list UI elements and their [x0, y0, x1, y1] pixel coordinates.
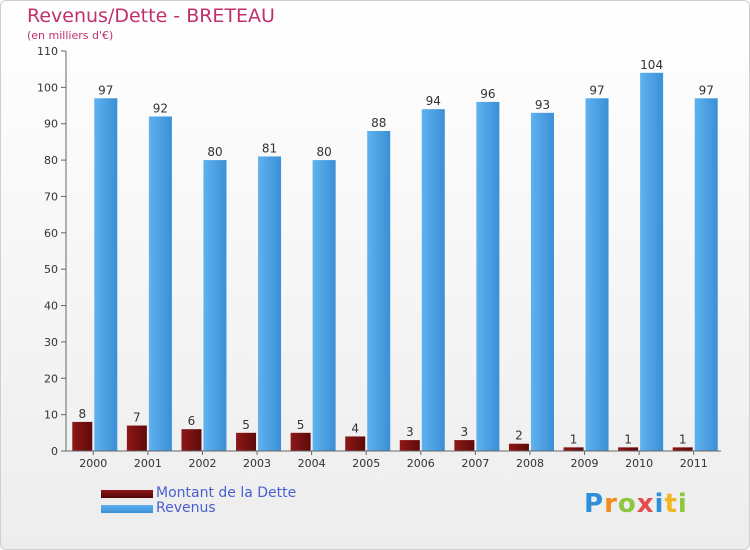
y-tick-label: 40: [44, 300, 58, 313]
logo-letter: t: [664, 489, 678, 519]
bar-dette-2006: [399, 440, 420, 451]
y-tick-label: 30: [44, 336, 58, 349]
data-label-revenus-2001: 92: [153, 101, 168, 115]
y-tick-label: 50: [44, 263, 58, 276]
logo-letter: r: [604, 489, 618, 519]
x-tick-label-2010: 2010: [625, 457, 653, 470]
data-label-dette-2000: 8: [78, 407, 86, 421]
x-tick-label-2002: 2002: [188, 457, 216, 470]
bar-dette-2011: [672, 447, 693, 451]
data-label-dette-2005: 4: [351, 421, 359, 435]
y-tick-label: 10: [44, 409, 58, 422]
data-label-revenus-2007: 96: [480, 87, 495, 101]
x-tick-label-2007: 2007: [461, 457, 489, 470]
data-label-dette-2010: 1: [624, 432, 632, 446]
data-label-dette-2001: 7: [133, 411, 141, 425]
logo-letter: o: [617, 489, 637, 519]
data-label-dette-2004: 5: [297, 418, 305, 432]
data-label-dette-2003: 5: [242, 418, 250, 432]
data-label-revenus-2005: 88: [371, 116, 386, 130]
chart-title: Revenus/Dette - BRETEAU: [27, 5, 275, 27]
x-tick-label-2001: 2001: [134, 457, 162, 470]
y-tick-label: 70: [44, 190, 58, 203]
data-label-revenus-2003: 81: [262, 141, 277, 155]
x-tick-label-2011: 2011: [680, 457, 708, 470]
data-label-dette-2008: 2: [515, 429, 523, 443]
bar-dette-2008: [508, 443, 529, 451]
bar-dette-2010: [618, 447, 639, 451]
data-label-revenus-2000: 97: [98, 83, 113, 97]
legend-label-dette: Montant de la Dette: [156, 485, 297, 501]
data-label-revenus-2002: 80: [207, 145, 222, 159]
data-label-revenus-2010: 104: [640, 58, 663, 72]
y-tick-label: 80: [44, 154, 58, 167]
bar-revenus-2002: [203, 160, 227, 451]
y-tick-label: 60: [44, 227, 58, 240]
data-label-revenus-2011: 97: [699, 83, 714, 97]
logo-letter: i: [677, 489, 688, 519]
bar-dette-2009: [563, 447, 584, 451]
data-label-revenus-2008: 93: [535, 98, 550, 112]
y-tick-label: 100: [37, 81, 58, 94]
logo-letter: P: [584, 489, 605, 519]
bar-dette-2003: [236, 432, 257, 451]
x-tick-label-2003: 2003: [243, 457, 271, 470]
data-label-revenus-2009: 97: [589, 83, 604, 97]
logo-letter: i: [654, 489, 665, 519]
data-label-dette-2009: 1: [570, 432, 578, 446]
bar-revenus-2001: [148, 116, 172, 452]
bar-revenus-2004: [312, 160, 336, 451]
bar-revenus-2011: [694, 98, 718, 451]
y-tick-label: 0: [51, 445, 58, 458]
x-tick-label-2000: 2000: [79, 457, 107, 470]
bar-dette-2001: [126, 425, 147, 451]
data-label-dette-2007: 3: [461, 425, 469, 439]
bar-dette-2000: [72, 421, 93, 451]
data-label-revenus-2004: 80: [316, 145, 331, 159]
data-label-dette-2011: 1: [679, 432, 687, 446]
bar-dette-2007: [454, 440, 475, 451]
bar-revenus-2010: [640, 72, 664, 452]
bar-revenus-2003: [258, 156, 282, 452]
legend-swatch-dette: [101, 490, 153, 498]
bar-revenus-2006: [421, 109, 445, 451]
data-label-dette-2002: 6: [188, 414, 196, 428]
x-tick-label-2005: 2005: [352, 457, 380, 470]
proxiti-logo: Proxiti: [584, 489, 688, 519]
x-tick-label-2006: 2006: [407, 457, 435, 470]
bar-dette-2005: [345, 436, 366, 451]
bar-revenus-2000: [94, 98, 118, 451]
bar-revenus-2007: [476, 101, 500, 451]
x-tick-label-2009: 2009: [571, 457, 599, 470]
bar-revenus-2005: [367, 131, 391, 451]
chart-subtitle: (en milliers d'€): [27, 29, 114, 42]
bar-revenus-2009: [585, 98, 609, 451]
x-tick-label-2008: 2008: [516, 457, 544, 470]
x-tick-label-2004: 2004: [298, 457, 326, 470]
y-tick-label: 110: [37, 45, 58, 58]
data-label-dette-2006: 3: [406, 425, 414, 439]
bar-revenus-2008: [530, 112, 554, 452]
bar-dette-2002: [181, 429, 202, 451]
legend-label-revenus: Revenus: [156, 500, 216, 516]
legend-swatch-revenus: [101, 505, 153, 513]
logo-letter: x: [636, 489, 655, 519]
y-tick-label: 90: [44, 118, 58, 131]
y-tick-label: 20: [44, 372, 58, 385]
data-label-revenus-2006: 94: [426, 94, 441, 108]
bar-dette-2004: [290, 432, 311, 451]
